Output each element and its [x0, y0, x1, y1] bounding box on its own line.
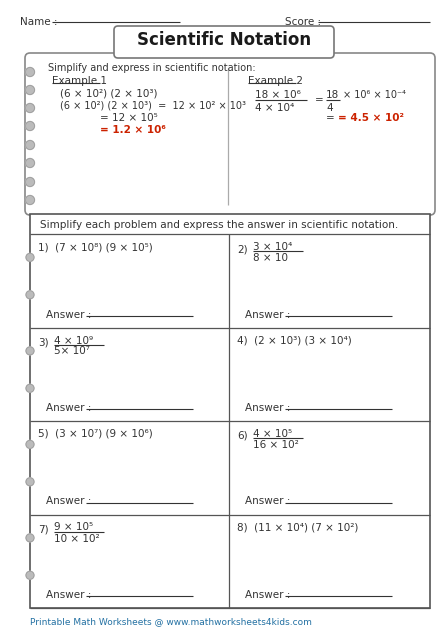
Circle shape: [26, 571, 34, 579]
Bar: [30, 214, 430, 608]
Text: 10 × 10²: 10 × 10²: [54, 534, 99, 543]
Text: Printable Math Worksheets @ www.mathworksheets4kids.com: Printable Math Worksheets @ www.mathwork…: [30, 617, 312, 626]
Text: Answer :: Answer :: [46, 310, 91, 320]
Text: Answer :: Answer :: [46, 403, 91, 413]
Text: 2): 2): [237, 244, 248, 254]
Circle shape: [26, 534, 34, 542]
Text: 16 × 10²: 16 × 10²: [253, 440, 299, 450]
Circle shape: [26, 85, 34, 94]
Text: 7): 7): [38, 524, 49, 534]
Text: 5)  (3 × 10⁷) (9 × 10⁶): 5) (3 × 10⁷) (9 × 10⁶): [38, 429, 153, 439]
Text: Answer :: Answer :: [245, 496, 290, 506]
Text: (6 × 10²) (2 × 10³)  =  12 × 10² × 10³: (6 × 10²) (2 × 10³) = 12 × 10² × 10³: [60, 101, 246, 111]
Circle shape: [26, 141, 34, 150]
Circle shape: [26, 103, 34, 113]
Text: Answer :: Answer :: [245, 310, 290, 320]
Circle shape: [26, 159, 34, 168]
Text: = 1.2 × 10⁶: = 1.2 × 10⁶: [100, 125, 166, 135]
Text: = 12 × 10⁵: = 12 × 10⁵: [100, 113, 158, 123]
Text: 4 × 10⁵: 4 × 10⁵: [253, 429, 292, 439]
Text: 4 × 10⁴: 4 × 10⁴: [255, 103, 294, 113]
Text: Name :: Name :: [20, 17, 57, 27]
Text: Simplify each problem and express the answer in scientific notation.: Simplify each problem and express the an…: [40, 220, 398, 230]
Text: 6): 6): [237, 431, 248, 441]
Text: 8 × 10: 8 × 10: [253, 253, 288, 263]
Text: Simplify and express in scientific notation:: Simplify and express in scientific notat…: [48, 63, 256, 73]
Text: 4 × 10⁹: 4 × 10⁹: [54, 336, 93, 345]
FancyBboxPatch shape: [114, 26, 334, 58]
Text: =: =: [326, 113, 335, 123]
Text: Score :: Score :: [285, 17, 321, 27]
Text: =: =: [315, 95, 324, 105]
Text: 4)  (2 × 10³) (3 × 10⁴): 4) (2 × 10³) (3 × 10⁴): [237, 336, 352, 345]
Text: 9 × 10⁵: 9 × 10⁵: [54, 522, 93, 533]
Text: 18: 18: [326, 90, 339, 100]
Text: 3 × 10⁴: 3 × 10⁴: [253, 242, 292, 252]
Text: Example 2: Example 2: [248, 76, 303, 86]
Circle shape: [26, 290, 34, 299]
Text: 4: 4: [326, 103, 332, 113]
Circle shape: [26, 254, 34, 261]
Text: Answer :: Answer :: [245, 403, 290, 413]
Text: 5× 10⁷: 5× 10⁷: [54, 347, 90, 357]
Text: Answer :: Answer :: [46, 590, 91, 600]
Circle shape: [26, 478, 34, 486]
Circle shape: [26, 347, 34, 355]
Text: Example 1: Example 1: [52, 76, 107, 86]
Text: × 10⁶ × 10⁻⁴: × 10⁶ × 10⁻⁴: [343, 90, 406, 100]
Text: (6 × 10²) (2 × 10³): (6 × 10²) (2 × 10³): [60, 88, 158, 98]
Text: Scientific Notation: Scientific Notation: [137, 31, 311, 49]
Circle shape: [26, 68, 34, 76]
Circle shape: [26, 196, 34, 204]
Circle shape: [26, 384, 34, 392]
Text: 3): 3): [38, 338, 49, 348]
Text: 8)  (11 × 10⁴) (7 × 10²): 8) (11 × 10⁴) (7 × 10²): [237, 522, 358, 533]
Text: = 4.5 × 10²: = 4.5 × 10²: [338, 113, 404, 123]
Text: Answer :: Answer :: [46, 496, 91, 506]
FancyBboxPatch shape: [25, 53, 435, 215]
Circle shape: [26, 122, 34, 131]
Text: 18 × 10⁶: 18 × 10⁶: [255, 90, 301, 100]
Text: Answer :: Answer :: [245, 590, 290, 600]
Text: 1)  (7 × 10⁸) (9 × 10⁵): 1) (7 × 10⁸) (9 × 10⁵): [38, 242, 153, 252]
Circle shape: [26, 178, 34, 187]
Circle shape: [26, 440, 34, 448]
